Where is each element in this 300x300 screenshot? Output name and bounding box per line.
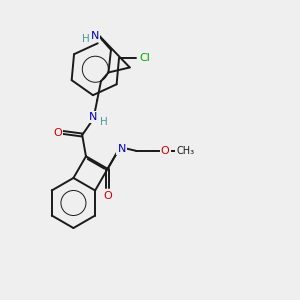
Text: O: O xyxy=(161,146,170,156)
Text: O: O xyxy=(53,128,62,137)
Text: N: N xyxy=(91,32,99,41)
Text: H: H xyxy=(82,34,90,44)
Text: Cl: Cl xyxy=(140,53,150,63)
Text: O: O xyxy=(103,191,112,201)
Text: CH₃: CH₃ xyxy=(176,146,194,156)
Text: H: H xyxy=(100,117,108,127)
Text: N: N xyxy=(89,112,98,122)
Text: N: N xyxy=(117,144,126,154)
